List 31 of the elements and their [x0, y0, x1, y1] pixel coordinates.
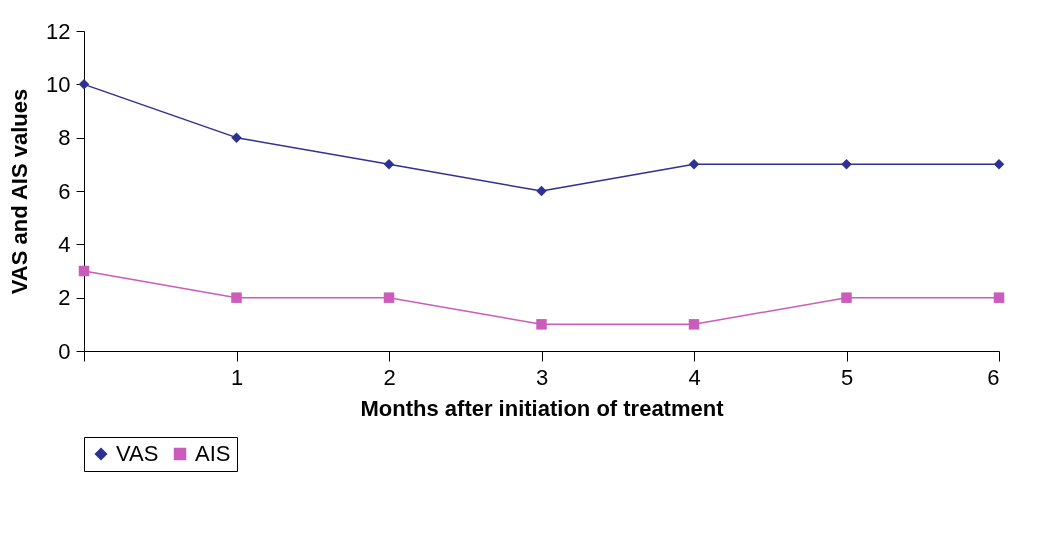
x-tick-label: 3 — [535, 364, 549, 390]
point — [78, 79, 90, 90]
point — [536, 319, 547, 330]
x-tick-label: 6 — [987, 364, 1000, 390]
x-tick-label: 5 — [840, 364, 854, 390]
point — [231, 132, 242, 143]
legend-label: VAS — [116, 441, 159, 466]
y-tick-label: 4 — [58, 231, 71, 257]
legend-label: AIS — [195, 441, 231, 466]
point — [536, 185, 547, 197]
point — [993, 292, 1005, 303]
y-tick-label: 12 — [46, 18, 71, 44]
point — [231, 292, 242, 303]
y-tick-label: 0 — [58, 338, 71, 364]
point — [688, 319, 700, 330]
point — [841, 159, 852, 170]
point — [383, 159, 395, 170]
point — [841, 292, 852, 303]
y-tick-label: 10 — [46, 71, 71, 97]
point — [993, 159, 1005, 170]
y-axis-title: VAS and AIS values — [7, 88, 33, 295]
point — [78, 265, 90, 277]
point — [383, 292, 395, 303]
y-tick-label: 2 — [58, 285, 71, 311]
x-tick-label: 1 — [230, 364, 244, 390]
x-axis-title: Months after initiation of treatment — [360, 395, 725, 421]
y-tick-label: 6 — [58, 178, 71, 204]
point — [688, 159, 700, 170]
y-tick-label: 8 — [58, 125, 71, 151]
x-tick-label: 4 — [688, 364, 701, 390]
x-tick-label: 2 — [383, 364, 396, 390]
